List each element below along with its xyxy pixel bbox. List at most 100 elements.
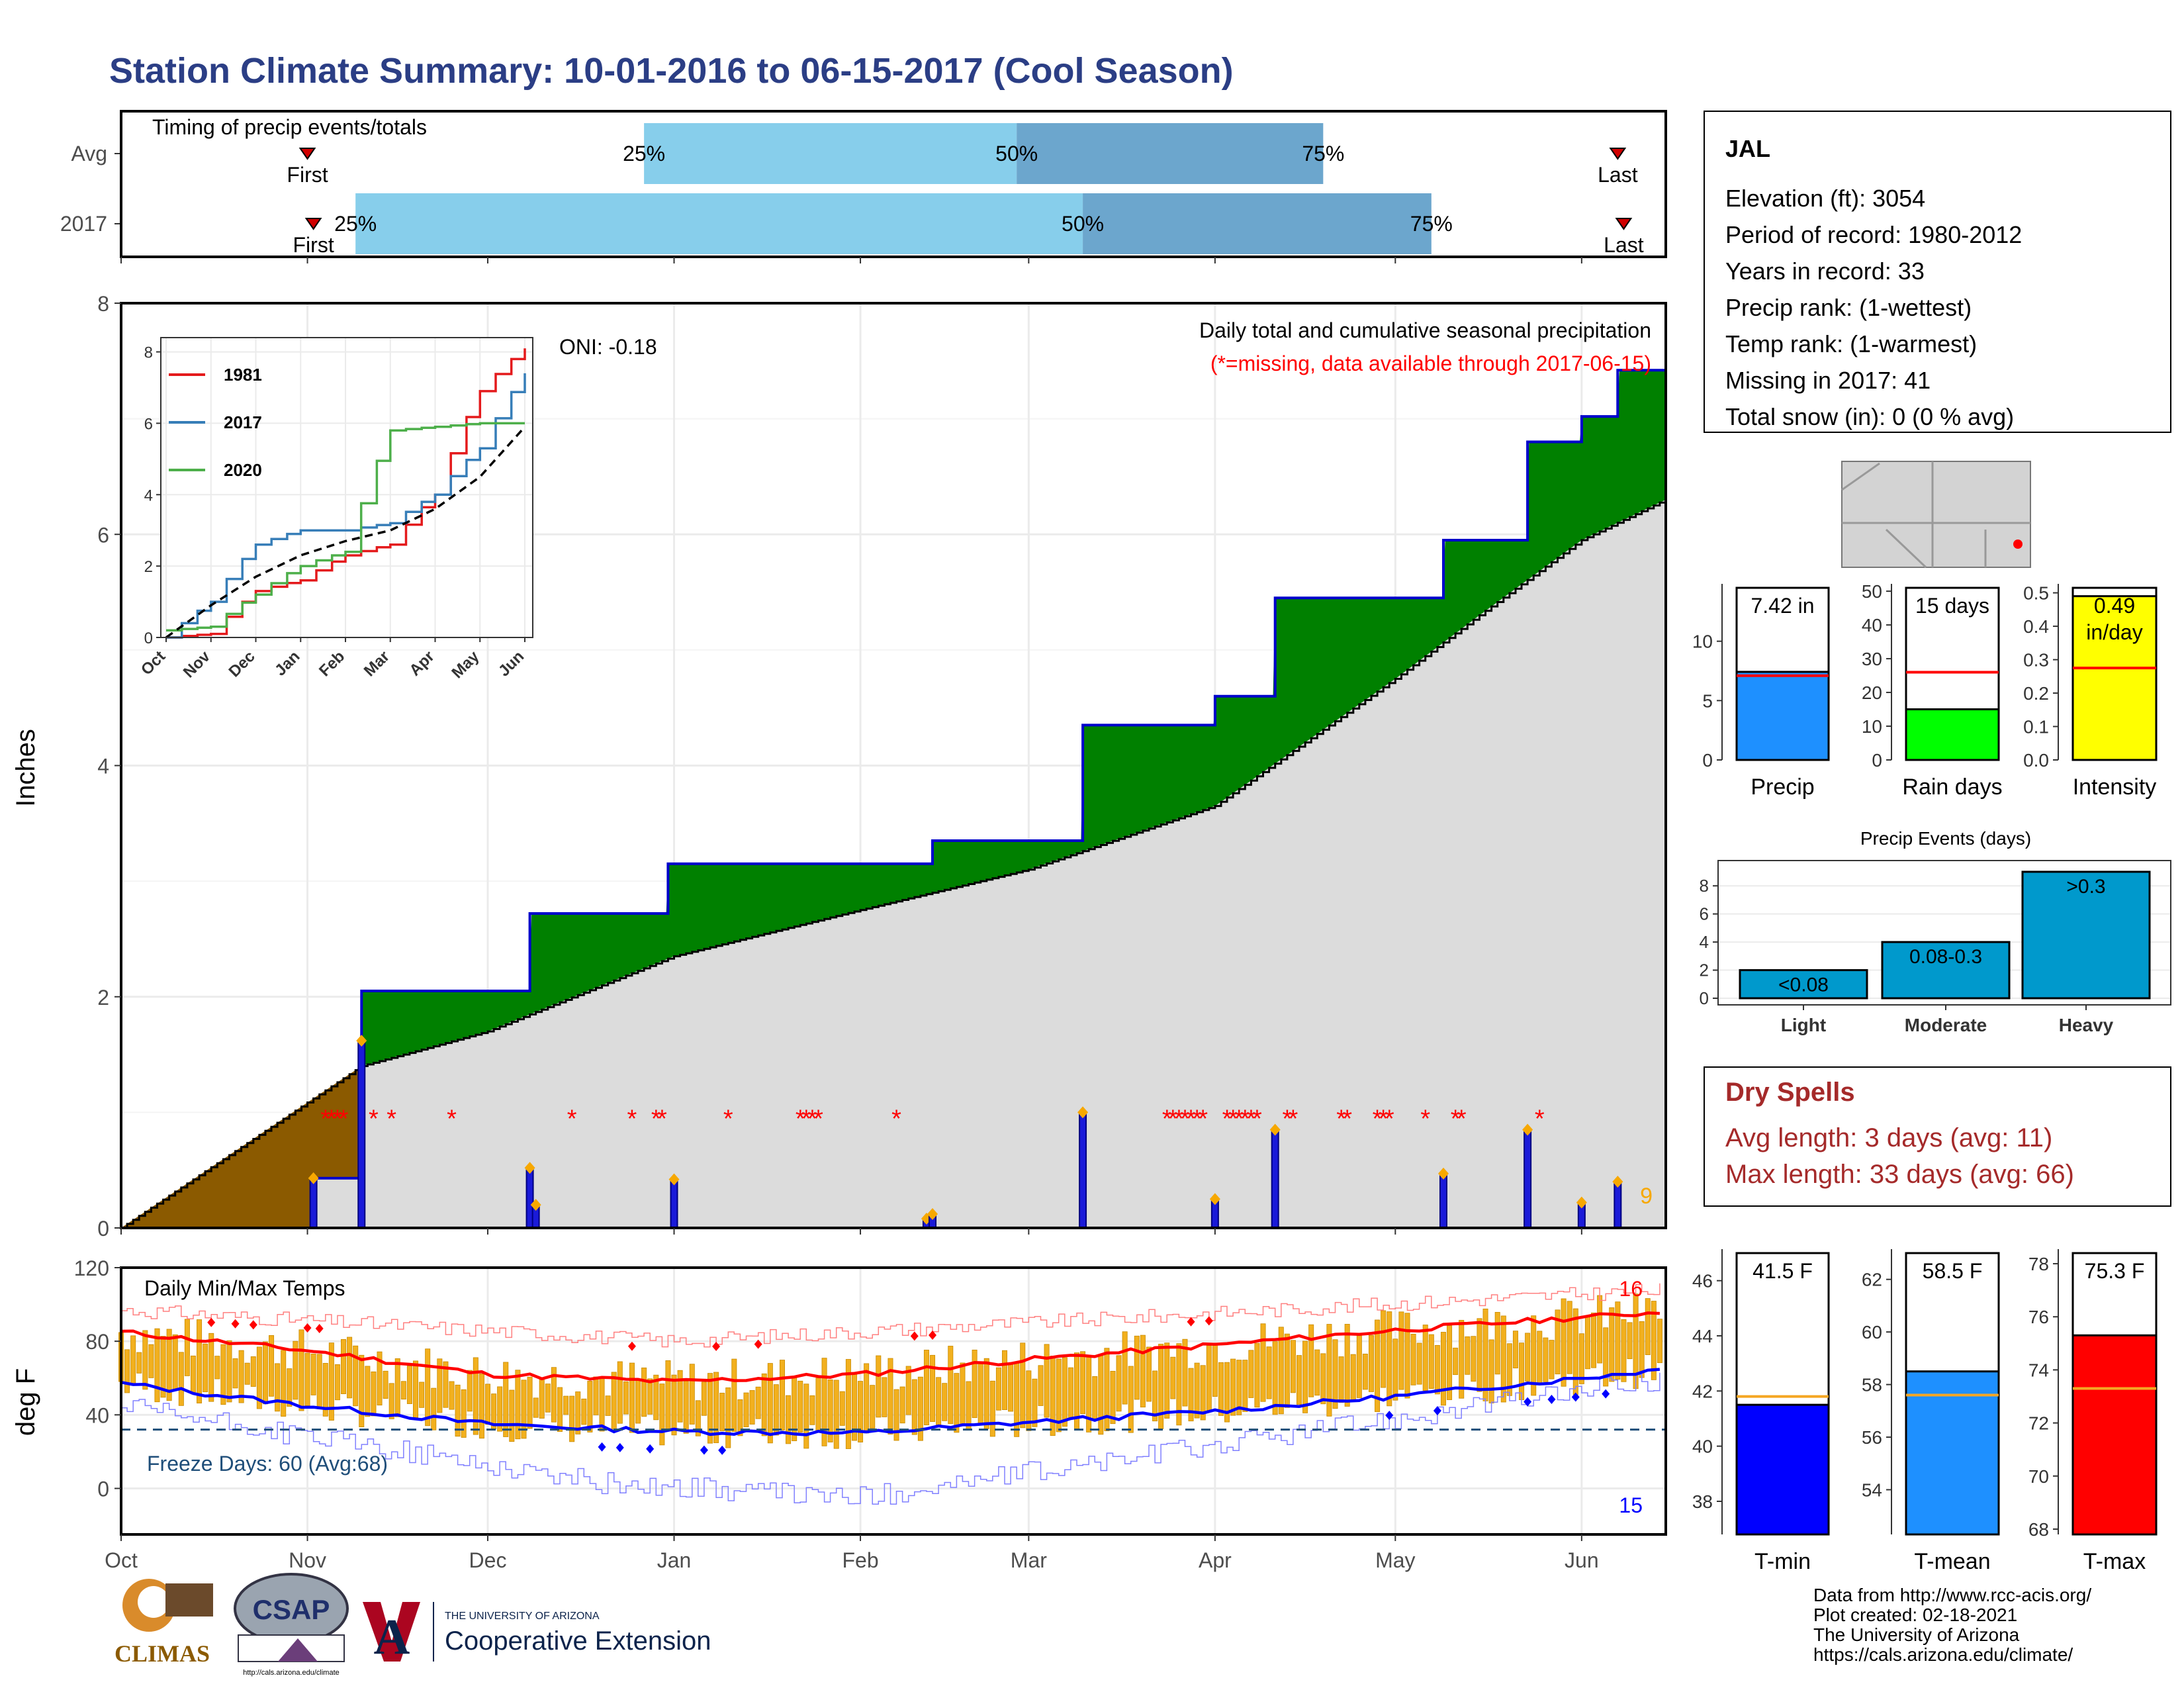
daily-temp-range-bar — [1218, 1362, 1224, 1416]
footer-logos: CLIMAS CSAP http://cals.arizona.edu/clim… — [114, 1573, 711, 1677]
daily-temp-range-bar — [972, 1349, 978, 1419]
daily-temp-range-bar — [1020, 1342, 1026, 1429]
daily-temp-range-bar — [1621, 1319, 1627, 1382]
daily-precip-marker — [308, 1172, 319, 1184]
precip-title: Daily total and cumulative seasonal prec… — [1199, 318, 1651, 342]
ua-letter-a: A — [374, 1609, 410, 1665]
climas-logo-text: CLIMAS — [114, 1640, 210, 1667]
missing-marker: * — [807, 1105, 817, 1133]
record-low-marker — [615, 1442, 624, 1452]
timing-label-75: 75% — [1302, 142, 1344, 165]
daily-temp-range-bar — [701, 1382, 707, 1416]
daily-temp-range-bar — [623, 1381, 629, 1415]
daily-temp-range-bar — [281, 1350, 287, 1417]
record-low-marker — [1602, 1389, 1610, 1399]
missing-marker: * — [320, 1105, 330, 1133]
timing-label-50: 50% — [1062, 212, 1104, 236]
daily-temp-range-bar — [1531, 1315, 1537, 1396]
daily-temp-range-bar — [1194, 1362, 1200, 1419]
daily-temp-range-bar — [1284, 1333, 1290, 1408]
daily-temp-range-bar — [515, 1370, 521, 1440]
small-bar-axis-label: Intensity — [2073, 774, 2157, 800]
ua-bottom-text: Cooperative Extension — [445, 1626, 711, 1656]
station-info-panel: JAL Elevation (ft): 3054 Period of record:… — [1704, 111, 2171, 433]
daily-temp-range-bar — [923, 1350, 929, 1426]
daily-temp-range-bar — [827, 1379, 833, 1442]
missing-marker: * — [651, 1105, 661, 1133]
daily-temp-range-bar — [1248, 1350, 1254, 1398]
small-bar-axis-label: T-min — [1754, 1549, 1811, 1574]
credit-line: Data from http://www.rcc-acis.org/ — [1813, 1585, 2092, 1605]
missing-marker: * — [333, 1105, 343, 1133]
temp-y-tick-label: 80 — [85, 1330, 109, 1354]
daily-temp-range-bar — [1290, 1340, 1296, 1393]
last-label: Last — [1604, 233, 1644, 257]
daily-temp-range-bar — [978, 1362, 983, 1425]
daily-temp-range-bar — [208, 1333, 214, 1402]
daily-temp-range-bar — [821, 1358, 827, 1446]
missing-marker: * — [1252, 1105, 1262, 1133]
daily-temp-range-bar — [905, 1366, 911, 1415]
daily-temp-range-bar — [1368, 1335, 1374, 1392]
record-low-marker — [718, 1445, 727, 1455]
daily-temp-range-bar — [1314, 1349, 1320, 1396]
small-bar-y-tick-label: 44 — [1692, 1326, 1713, 1346]
daily-precip-marker — [1269, 1123, 1281, 1136]
daily-precip-bar — [1524, 1129, 1532, 1229]
daily-temp-range-bar — [719, 1393, 725, 1432]
daily-temp-range-bar — [1122, 1331, 1128, 1405]
daily-temp-range-bar — [629, 1362, 635, 1433]
small-bar-y-tick-label: 56 — [1862, 1427, 1882, 1448]
page-title: Station Climate Summary: 10-01-2016 to 0… — [109, 51, 1234, 91]
small-bar-value-label: 41.5 F — [1752, 1259, 1813, 1283]
daily-temp-range-bar — [334, 1364, 340, 1401]
daily-temp-range-bar — [1362, 1354, 1368, 1390]
map-bg — [1841, 461, 2031, 568]
missing-marker: * — [891, 1105, 901, 1133]
average-cumulative-line — [121, 499, 1667, 1229]
record-high-marker — [207, 1317, 216, 1327]
timing-panel: Timing of precip events/totals Avg 25% 50% 7… — [60, 110, 1667, 263]
daily-temp-range-bar — [484, 1383, 490, 1425]
daily-temp-range-bar — [1182, 1338, 1188, 1407]
missing-marker: * — [1457, 1105, 1467, 1133]
daily-temp-range-bar — [1543, 1337, 1549, 1382]
daily-temp-range-bar — [203, 1343, 208, 1393]
average-cumulative-area — [121, 499, 1666, 1228]
record-low-marker — [1524, 1397, 1532, 1407]
daily-temp-range-bar — [154, 1328, 160, 1403]
daily-temp-range-bar — [509, 1389, 515, 1442]
month-tick-label: Jun — [1565, 1548, 1599, 1572]
daily-temp-range-bar — [1350, 1354, 1356, 1401]
daily-temp-range-bar — [178, 1352, 184, 1406]
record-low-marker — [598, 1442, 606, 1452]
daily-temp-range-bar — [184, 1319, 190, 1376]
timing-row-label: Avg — [71, 142, 107, 165]
daily-temp-range-bar — [1465, 1336, 1471, 1375]
daily-temp-range-bar — [521, 1380, 527, 1439]
record-high-marker — [627, 1341, 636, 1351]
daily-temp-range-bar — [743, 1392, 749, 1427]
daily-temp-range-bar — [1459, 1320, 1465, 1399]
daily-precip-bar — [1439, 1172, 1447, 1229]
daily-precip-marker — [1209, 1193, 1220, 1205]
record-low-marker — [646, 1444, 655, 1454]
daily-temp-range-bar — [214, 1356, 220, 1380]
daily-temp-range-bar — [1080, 1351, 1086, 1414]
daily-temp-range-bar — [1440, 1332, 1446, 1406]
month-tick-label: Feb — [842, 1548, 878, 1572]
events-y-tick-label: 6 — [1700, 904, 1709, 924]
daily-temp-range-bar — [1392, 1338, 1398, 1401]
record-low-marker — [1385, 1411, 1394, 1421]
daily-temp-range-bar — [449, 1381, 455, 1410]
average-min-line — [120, 1368, 1661, 1436]
daily-temp-range-bar — [443, 1361, 449, 1408]
small-bar-y-tick-label: 5 — [1702, 690, 1713, 711]
month-tick-label: Mar — [1011, 1548, 1047, 1572]
missing-marker: * — [1451, 1105, 1461, 1133]
daily-precip-marker — [356, 1035, 367, 1047]
daily-temp-range-bar — [1597, 1295, 1603, 1364]
small-bar-value-label: 0.49 — [2094, 594, 2135, 618]
daily-temp-range-bar — [1002, 1350, 1008, 1411]
small-bar-y-tick-label: 0.5 — [2023, 583, 2049, 604]
